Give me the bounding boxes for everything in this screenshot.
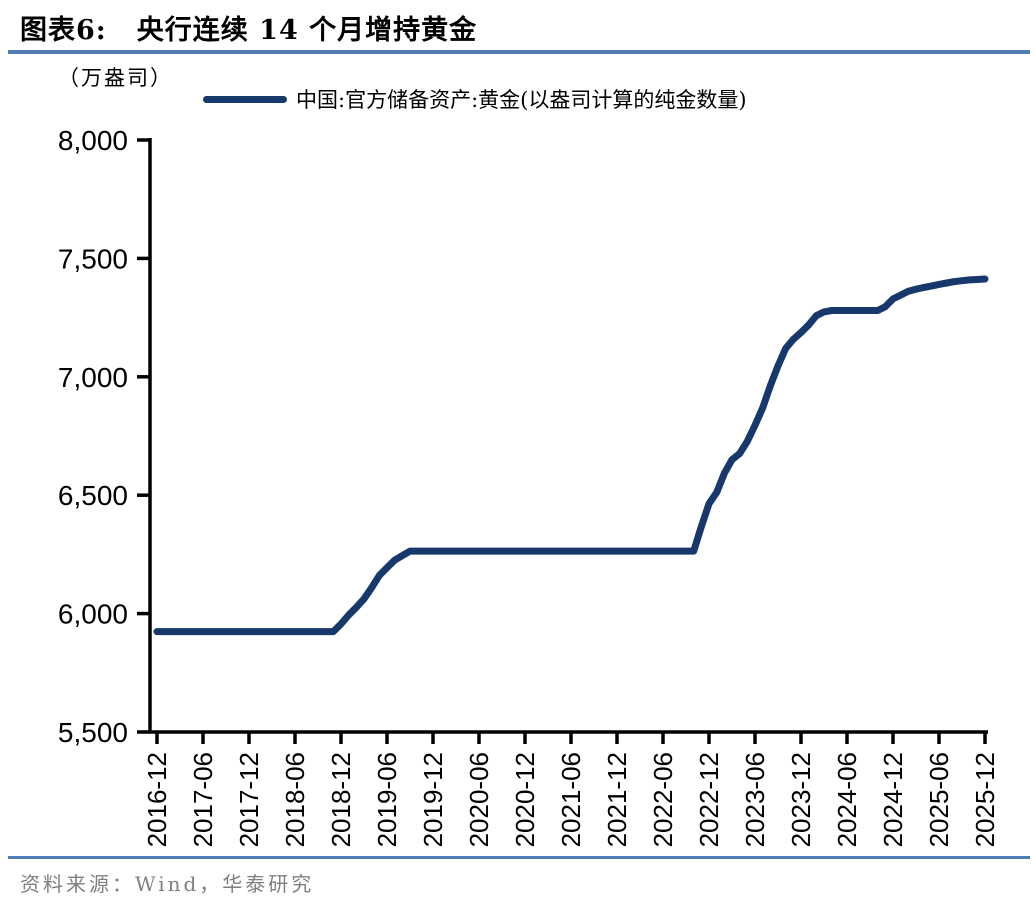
y-tick-label: 5,500: [58, 717, 128, 748]
x-tick-label: 2020-12: [510, 752, 540, 847]
x-tick-label: 2019-06: [372, 752, 402, 847]
x-tick-label: 2023-12: [786, 752, 816, 847]
x-tick-label: 2025-12: [970, 752, 1000, 847]
x-tick-label: 2017-12: [234, 752, 264, 847]
series-line: [153, 275, 989, 636]
x-tick-label: 2024-12: [878, 752, 908, 847]
y-tick-label: 8,000: [58, 125, 128, 156]
x-tick-label: 2019-12: [418, 752, 448, 847]
figure-title-text: 央行连续 14 个月增持黄金: [136, 15, 478, 46]
line-chart: 5,500 6,000 6,500 7,000 7,500 8,000 2016-12 201…: [58, 125, 1000, 847]
chart-legend: 中国:官方储备资产:黄金(以盎司计算的纯金数量): [203, 84, 747, 114]
x-tick-label: 2023-06: [740, 752, 770, 847]
y-tick-label: 7,500: [58, 243, 128, 274]
legend-line-swatch-icon: [203, 95, 287, 103]
y-tick-label: 7,000: [58, 362, 128, 393]
x-tick-label: 2025-06: [924, 752, 954, 847]
x-tick-label: 2018-12: [326, 752, 356, 847]
x-tick-label: 2022-06: [648, 752, 678, 847]
y-axis-unit-label: （万盎司）: [58, 66, 173, 90]
x-tick-label: 2021-12: [602, 752, 632, 847]
y-tick-label: 6,500: [58, 480, 128, 511]
x-tick-label: 2024-06: [832, 752, 862, 847]
figure-number: 图表6:: [20, 15, 107, 46]
figure-title: 图表6: 央行连续 14 个月增持黄金: [20, 8, 477, 47]
legend-series-label: 中国:官方储备资产:黄金(以盎司计算的纯金数量): [296, 88, 747, 112]
x-tick-label: 2018-06: [280, 752, 310, 847]
source-note: 资料来源：Wind，华泰研究: [20, 872, 315, 896]
x-tick-label: 2017-06: [188, 752, 218, 847]
x-tick-label: 2022-12: [694, 752, 724, 847]
x-tick-label: 2021-06: [556, 752, 586, 847]
x-tick-label: 2016-12: [142, 752, 172, 847]
title-divider: [8, 50, 1030, 54]
x-tick-label: 2020-06: [464, 752, 494, 847]
source-divider: [8, 856, 1030, 859]
y-tick-label: 6,000: [58, 599, 128, 630]
